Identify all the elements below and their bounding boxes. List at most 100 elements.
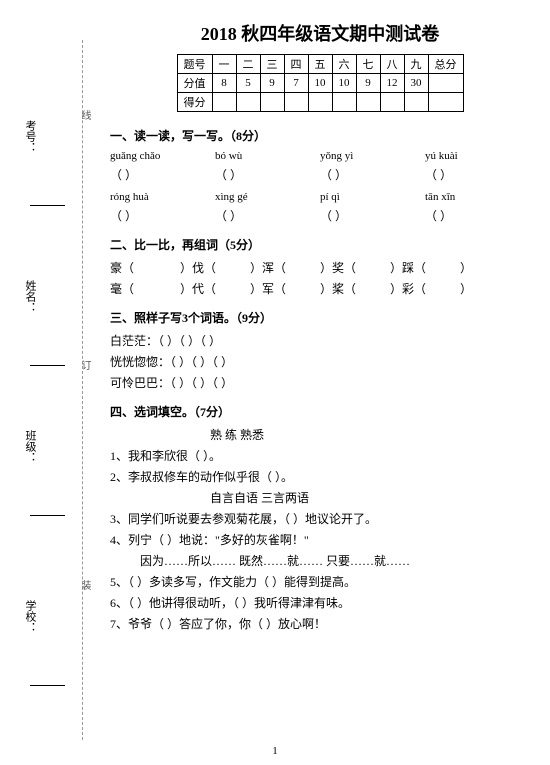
- q-line: 2、李叔叔修车的动作似乎很（ ）。: [110, 468, 530, 485]
- td: 7: [284, 74, 308, 93]
- blank-row: （ ）（ ） （ ）（ ）: [110, 207, 530, 224]
- word: ）桨（: [320, 280, 390, 297]
- blank: （ ）: [110, 166, 215, 183]
- td: 9: [356, 74, 380, 93]
- pinyin: yǒng yì: [320, 150, 425, 162]
- q-line: 7、爷爷（ ）答应了你，你（ ）放心啊！: [110, 615, 530, 632]
- th: 一: [212, 55, 236, 74]
- word-choice: 熟 练 熟悉: [110, 426, 530, 443]
- td: 分值: [177, 74, 212, 93]
- binding-dashline: [82, 40, 83, 740]
- page-number: 1: [272, 745, 278, 757]
- td: [308, 93, 332, 112]
- pinyin-row: róng huàxìng gé pí qìtān xīn: [110, 191, 530, 203]
- th: 三: [260, 55, 284, 74]
- compare-row: 豪（）伐（ ）浑（）奖（ ）踩（）: [110, 259, 530, 276]
- table-row: 题号 一二 三四 五六 七八 九总分: [177, 55, 463, 74]
- field-line-4: [30, 685, 65, 686]
- q-line: 3、同学们听说要去参观菊花展，（ ）地议论开了。: [110, 510, 530, 527]
- blank: （ ）: [320, 166, 425, 183]
- word-choice: 因为……所以…… 既然……就…… 只要……就……: [110, 552, 530, 569]
- td: [212, 93, 236, 112]
- pinyin-row: guǎng chǎobó wù yǒng yìyú kuài: [110, 150, 530, 162]
- td: 5: [236, 74, 260, 93]
- td: [404, 93, 428, 112]
- binding-mark-1: 线: [77, 110, 92, 128]
- blank-row: （ ）（ ） （ ）（ ）: [110, 166, 530, 183]
- field-line-2: [30, 365, 65, 366]
- word: ）浑（: [250, 259, 320, 276]
- pinyin: pí qì: [320, 191, 425, 203]
- binding-mark-2: 订: [77, 360, 92, 378]
- th: 八: [380, 55, 404, 74]
- label-school: 学校：: [22, 600, 38, 633]
- page-title: 2018 秋四年级语文期中测试卷: [110, 20, 530, 46]
- pinyin: xìng gé: [215, 191, 320, 203]
- word: 毫（: [110, 280, 180, 297]
- td: 10: [308, 74, 332, 93]
- pattern-row: 恍恍惚惚：（ ）（ ）（ ）: [110, 353, 530, 370]
- table-row: 得分: [177, 93, 463, 112]
- word: 豪（: [110, 259, 180, 276]
- th: 四: [284, 55, 308, 74]
- field-line-1: [30, 205, 65, 206]
- q-line: 6、（ ）他讲得很动听，（ ）我听得津津有味。: [110, 594, 530, 611]
- label-examno: 考号：: [22, 120, 38, 153]
- binding-mark-3: 装: [77, 580, 92, 598]
- section-3-head: 三、照样子写3个词语。（9分）: [110, 309, 530, 326]
- td: [332, 93, 356, 112]
- word: ）奖（: [320, 259, 390, 276]
- binding-margin: 线 订 装 考号： 姓名： 班级： 学校：: [22, 40, 102, 740]
- th: 总分: [428, 55, 463, 74]
- page-content: 2018 秋四年级语文期中测试卷 题号 一二 三四 五六 七八 九总分 分值8 …: [110, 20, 530, 636]
- td: [236, 93, 260, 112]
- td: 8: [212, 74, 236, 93]
- word: ）: [460, 259, 530, 276]
- td: [356, 93, 380, 112]
- blank: （ ）: [425, 207, 530, 224]
- pattern-row: 白茫茫：（ ）（ ）（ ）: [110, 332, 530, 349]
- word-choice: 自言自语 三言两语: [110, 489, 530, 506]
- th: 九: [404, 55, 428, 74]
- td: [428, 93, 463, 112]
- word: ）伐（: [180, 259, 250, 276]
- td: 10: [332, 74, 356, 93]
- pinyin: guǎng chǎo: [110, 150, 215, 162]
- td: [260, 93, 284, 112]
- label-name: 姓名：: [22, 280, 38, 313]
- q-line: 1、我和李欣很（ ）。: [110, 447, 530, 464]
- th: 二: [236, 55, 260, 74]
- score-table: 题号 一二 三四 五六 七八 九总分 分值8 59 710 109 1230 得…: [177, 54, 464, 112]
- blank: （ ）: [215, 207, 320, 224]
- th: 七: [356, 55, 380, 74]
- pinyin: bó wù: [215, 150, 320, 162]
- td: [284, 93, 308, 112]
- td: 12: [380, 74, 404, 93]
- field-line-3: [30, 515, 65, 516]
- td: [428, 74, 463, 93]
- word: ）: [460, 280, 530, 297]
- section-4-head: 四、选词填空。（7分）: [110, 403, 530, 420]
- th: 五: [308, 55, 332, 74]
- blank: （ ）: [110, 207, 215, 224]
- blank: （ ）: [320, 207, 425, 224]
- td: 30: [404, 74, 428, 93]
- th: 题号: [177, 55, 212, 74]
- blank: （ ）: [425, 166, 530, 183]
- section-1-head: 一、读一读，写一写。（8分）: [110, 127, 530, 144]
- q-line: 5、（ ）多读多写，作文能力（ ）能得到提高。: [110, 573, 530, 590]
- word: ）代（: [180, 280, 250, 297]
- pinyin: tān xīn: [425, 191, 530, 203]
- word: ）军（: [250, 280, 320, 297]
- td: [380, 93, 404, 112]
- pattern-row: 可怜巴巴：（ ）（ ）（ ）: [110, 374, 530, 391]
- pinyin: yú kuài: [425, 150, 530, 162]
- section-2-head: 二、比一比，再组词（5分）: [110, 236, 530, 253]
- pinyin: róng huà: [110, 191, 215, 203]
- label-class: 班级：: [22, 430, 38, 463]
- blank: （ ）: [215, 166, 320, 183]
- compare-row: 毫（）代（ ）军（）桨（ ）彩（）: [110, 280, 530, 297]
- q-line: 4、列宁（ ）地说："多好的灰雀啊！": [110, 531, 530, 548]
- table-row: 分值8 59 710 109 1230: [177, 74, 463, 93]
- th: 六: [332, 55, 356, 74]
